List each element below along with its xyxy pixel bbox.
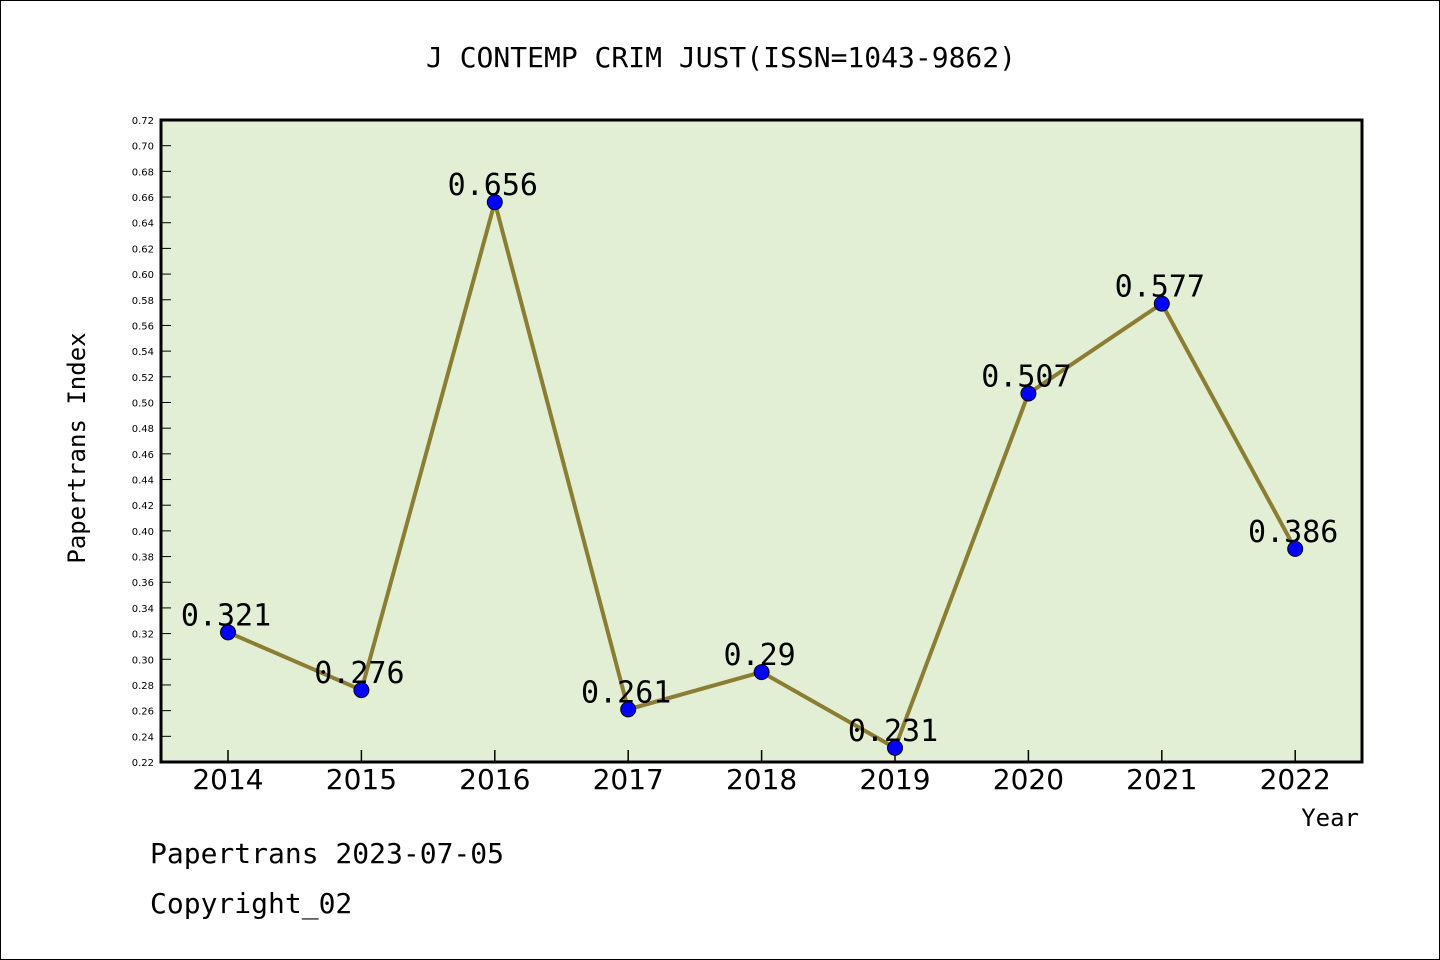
y-tick-label: 0.24 xyxy=(132,732,154,743)
y-tick-label: 0.52 xyxy=(132,373,154,384)
x-axis-ticks: 2014 2015 2016 2017 2018 2019 2020 2021 2022 xyxy=(192,750,1331,796)
data-label: 0.29 xyxy=(723,638,795,673)
y-tick-label: 0.68 xyxy=(132,167,154,178)
y-tick-label: 0.42 xyxy=(132,501,154,512)
y-tick-label: 0.32 xyxy=(132,630,154,641)
x-tick-label: 2020 xyxy=(993,763,1064,796)
data-point xyxy=(620,701,637,718)
x-axis-label: Year xyxy=(1301,804,1359,832)
x-tick-label: 2022 xyxy=(1260,763,1331,796)
data-label: 0.231 xyxy=(848,714,938,749)
y-tick-label: 0.70 xyxy=(132,142,154,153)
data-point xyxy=(753,664,770,681)
y-tick-label: 0.64 xyxy=(132,219,154,230)
data-label: 0.276 xyxy=(314,656,404,691)
y-axis-ticks: 0.22 0.24 0.26 0.28 0.30 0.32 0.34 0.36 0.38 0.40… xyxy=(132,116,171,769)
data-point xyxy=(220,624,236,641)
data-point xyxy=(1153,295,1170,312)
x-tick-label: 2021 xyxy=(1126,763,1197,796)
footer-copyright: Copyright_02 xyxy=(150,887,353,920)
y-tick-label: 0.44 xyxy=(132,476,154,487)
data-point xyxy=(353,682,370,699)
y-tick-label: 0.50 xyxy=(132,398,154,409)
x-tick-label: 2018 xyxy=(726,763,797,796)
plot-area xyxy=(161,120,1362,762)
data-label: 0.261 xyxy=(581,675,671,710)
y-tick-label: 0.28 xyxy=(132,681,154,692)
y-axis-label: Papertrans Index xyxy=(63,332,91,563)
y-tick-label: 0.46 xyxy=(132,450,154,461)
plot-frame xyxy=(159,118,1364,764)
data-point xyxy=(1020,385,1037,402)
footer-date: Papertrans 2023-07-05 xyxy=(150,837,505,870)
y-tick-label: 0.48 xyxy=(132,424,154,435)
y-tick-label: 0.66 xyxy=(132,193,154,204)
y-tick-label: 0.34 xyxy=(132,604,154,615)
data-label: 0.321 xyxy=(181,598,271,633)
data-point xyxy=(1287,540,1304,557)
y-tick-label: 0.22 xyxy=(132,758,154,769)
data-labels: 0.321 0.276 0.656 0.261 0.29 0.231 0.507 0.577 0… xyxy=(181,168,1339,749)
data-point xyxy=(486,194,503,211)
x-tick-label: 2017 xyxy=(593,763,664,796)
y-tick-label: 0.38 xyxy=(132,553,154,564)
data-point xyxy=(887,739,903,756)
y-tick-label: 0.40 xyxy=(132,527,154,538)
data-label: 0.386 xyxy=(1248,515,1338,550)
chart-title: J CONTEMP CRIM JUST(ISSN=1043-9862) xyxy=(426,41,1016,74)
x-tick-label: 2015 xyxy=(326,763,397,796)
y-tick-label: 0.72 xyxy=(132,116,154,127)
y-tick-label: 0.30 xyxy=(132,655,154,666)
y-tick-label: 0.60 xyxy=(132,270,154,281)
data-label: 0.577 xyxy=(1115,270,1205,305)
y-tick-label: 0.54 xyxy=(132,347,154,358)
x-tick-label: 2016 xyxy=(459,763,530,796)
y-tick-label: 0.36 xyxy=(132,578,154,589)
data-label: 0.656 xyxy=(448,168,538,203)
y-tick-label: 0.26 xyxy=(132,707,154,718)
x-tick-label: 2014 xyxy=(192,763,263,796)
y-tick-label: 0.56 xyxy=(132,321,154,332)
y-tick-label: 0.62 xyxy=(132,244,154,255)
data-markers xyxy=(220,194,1304,756)
x-tick-label: 2019 xyxy=(859,763,930,796)
data-label: 0.507 xyxy=(981,359,1071,394)
y-tick-label: 0.58 xyxy=(132,296,154,307)
